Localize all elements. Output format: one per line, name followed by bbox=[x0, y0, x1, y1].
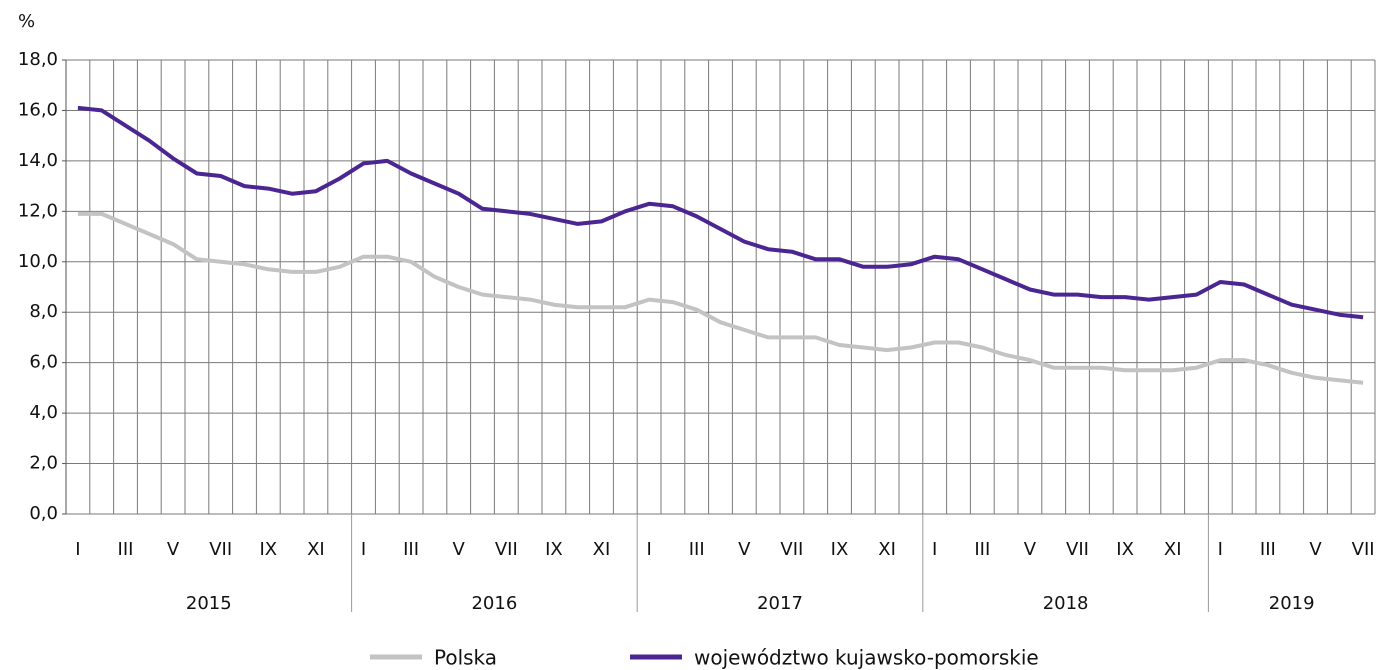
x-tick-label: III bbox=[118, 539, 134, 560]
x-tick-label: V bbox=[738, 539, 751, 560]
year-label: 2018 bbox=[1043, 593, 1089, 614]
y-tick-label: 4,0 bbox=[29, 402, 58, 423]
x-tick-label: V bbox=[1309, 539, 1322, 560]
x-tick-label: V bbox=[167, 539, 180, 560]
y-tick-label: 6,0 bbox=[29, 352, 58, 373]
y-tick-label: 18,0 bbox=[18, 49, 58, 70]
x-tick-label: VII bbox=[1352, 539, 1375, 560]
x-tick-label: I bbox=[1218, 539, 1223, 560]
legend-label: Polska bbox=[434, 646, 497, 670]
x-tick-label: IX bbox=[259, 539, 277, 560]
x-tick-label: V bbox=[1024, 539, 1037, 560]
x-tick-label: I bbox=[646, 539, 651, 560]
x-tick-label: I bbox=[361, 539, 366, 560]
series-line bbox=[77, 211, 1364, 385]
x-tick-label: XI bbox=[878, 539, 896, 560]
x-tick-label: XI bbox=[1164, 539, 1182, 560]
y-tick-label: 10,0 bbox=[18, 251, 58, 272]
y-tick-label: 16,0 bbox=[18, 99, 58, 120]
x-tick-label: VII bbox=[780, 539, 803, 560]
x-tick-label: III bbox=[1260, 539, 1276, 560]
y-axis-label: % bbox=[18, 11, 35, 32]
year-label: 2017 bbox=[757, 593, 803, 614]
x-tick-label: III bbox=[974, 539, 990, 560]
x-tick-label: VII bbox=[209, 539, 232, 560]
x-tick-label: IX bbox=[1116, 539, 1134, 560]
x-tick-label: VII bbox=[495, 539, 518, 560]
year-label: 2015 bbox=[186, 593, 232, 614]
y-tick-label: 8,0 bbox=[29, 301, 58, 322]
y-tick-label: 12,0 bbox=[18, 200, 58, 221]
x-tick-label: IX bbox=[831, 539, 849, 560]
legend-label: województwo kujawsko-pomorskie bbox=[694, 646, 1039, 670]
y-tick-label: 0,0 bbox=[29, 503, 58, 524]
x-tick-label: VII bbox=[1066, 539, 1089, 560]
x-tick-label: III bbox=[689, 539, 705, 560]
x-tick-label: I bbox=[932, 539, 937, 560]
y-tick-label: 14,0 bbox=[18, 150, 58, 171]
x-tick-label: I bbox=[75, 539, 80, 560]
y-tick-label: 2,0 bbox=[29, 453, 58, 474]
x-tick-label: XI bbox=[593, 539, 611, 560]
x-tick-label: V bbox=[453, 539, 466, 560]
series-line bbox=[77, 105, 1364, 320]
x-tick-label: IX bbox=[545, 539, 563, 560]
year-label: 2016 bbox=[471, 593, 517, 614]
year-label: 2019 bbox=[1269, 593, 1315, 614]
x-tick-label: III bbox=[403, 539, 419, 560]
x-tick-label: XI bbox=[307, 539, 325, 560]
